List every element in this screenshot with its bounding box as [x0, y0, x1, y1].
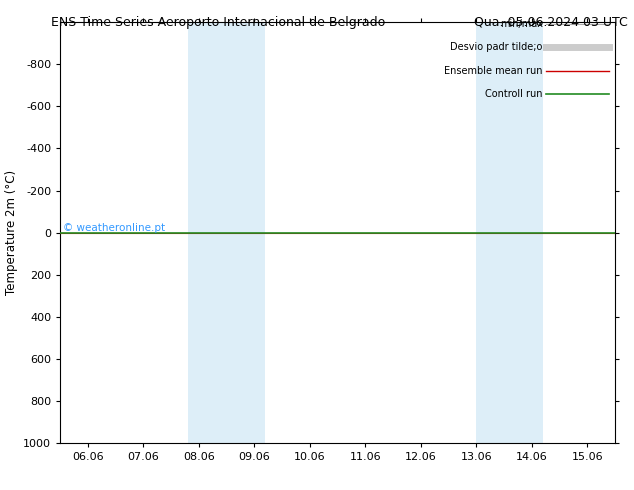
Text: Controll run: Controll run — [486, 89, 543, 98]
Text: Desvio padr tilde;o: Desvio padr tilde;o — [451, 42, 543, 52]
Y-axis label: Temperature 2m (°C): Temperature 2m (°C) — [4, 170, 18, 295]
Text: ENS Time Series Aeroporto Internacional de Belgrado: ENS Time Series Aeroporto Internacional … — [51, 16, 385, 29]
Bar — [188, 22, 266, 443]
Text: © weatheronline.pt: © weatheronline.pt — [63, 223, 165, 233]
Text: min/max: min/max — [500, 19, 543, 29]
Text: Ensemble mean run: Ensemble mean run — [444, 66, 543, 75]
Bar — [476, 22, 543, 443]
Text: Qua. 05.06.2024 03 UTC: Qua. 05.06.2024 03 UTC — [474, 16, 628, 29]
